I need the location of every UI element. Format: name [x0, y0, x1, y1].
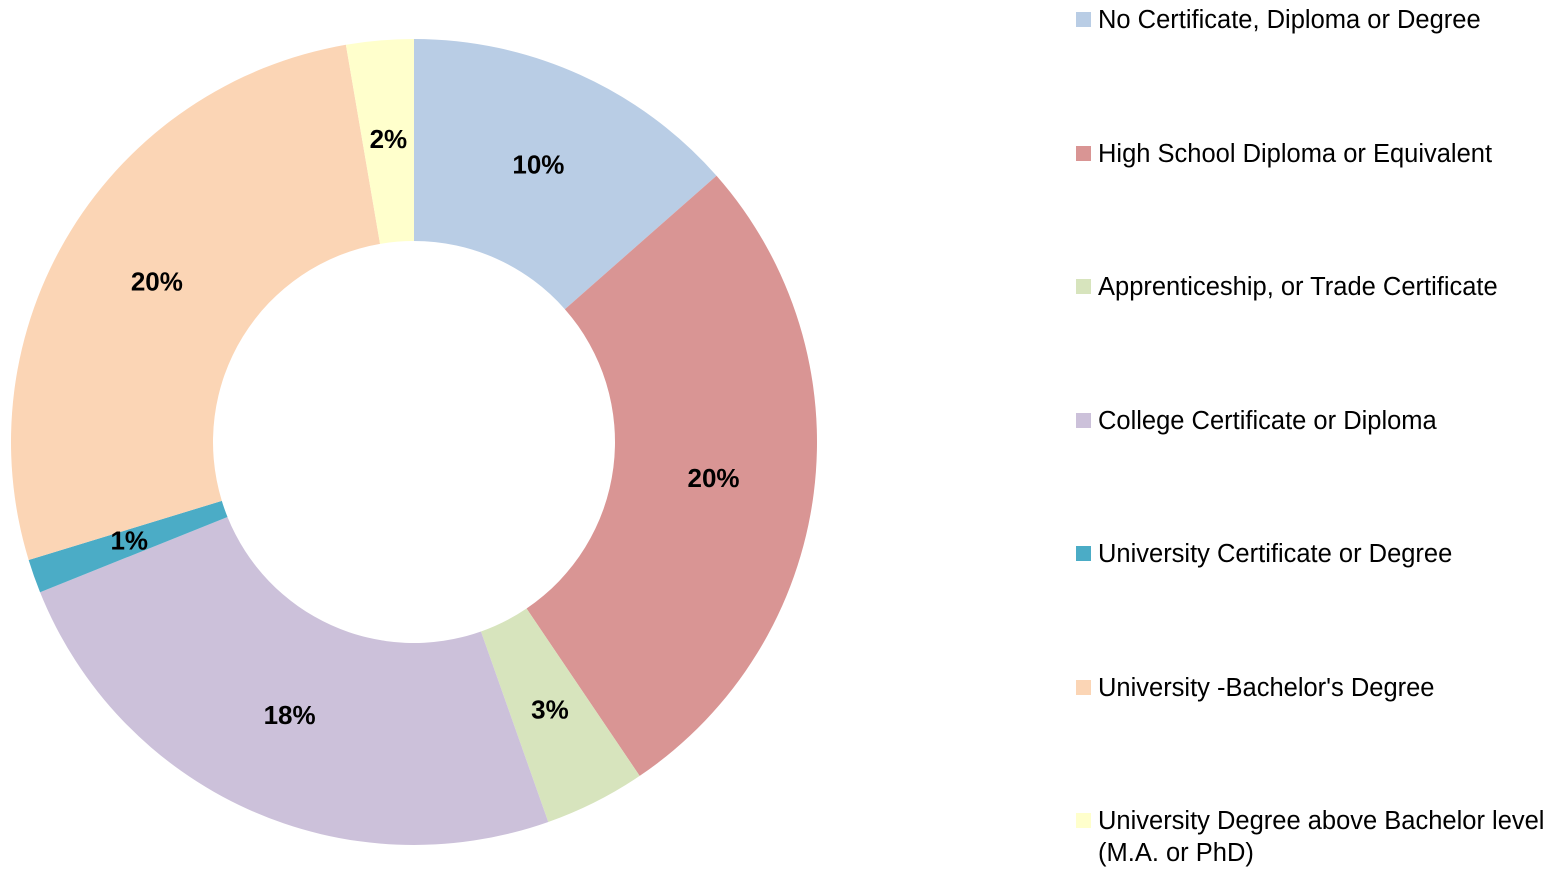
- legend-swatch: [1076, 412, 1091, 428]
- legend-label: University Certificate or Degree: [1098, 540, 1453, 568]
- slice: [526, 175, 818, 776]
- legend-item: College Certificate or Diploma: [1076, 405, 1564, 437]
- slice: [28, 500, 228, 593]
- legend-item: Apprenticeship, or Trade Certificate: [1076, 271, 1564, 303]
- legend-item: University Degree above Bachelor level (…: [1076, 805, 1564, 869]
- legend-label: University -Bachelor's Degree: [1098, 673, 1435, 702]
- legend-label: College Certificate or Diploma: [1098, 406, 1437, 435]
- chart: 10% 20% 3% 18% 1% 20% 2%: [10, 39, 818, 846]
- legend-swatch: [1076, 679, 1091, 695]
- legend-swatch: [1076, 12, 1091, 27]
- slice: [40, 516, 549, 846]
- slice: [480, 608, 640, 822]
- slice: [345, 39, 414, 244]
- legend-label: No Certificate, Diploma or Degree: [1098, 6, 1481, 34]
- data-label: 10%: [512, 150, 564, 180]
- legend-item: University -Bachelor's Degree: [1076, 672, 1564, 704]
- legend-label: High School Diploma or Equivalent: [1098, 139, 1493, 168]
- data-label: 18%: [264, 700, 316, 730]
- legend-swatch: [1076, 145, 1091, 161]
- legend-label: Apprenticeship, or Trade Certificate: [1098, 273, 1498, 301]
- slice: [414, 39, 717, 310]
- legend-swatch: [1076, 279, 1091, 294]
- data-label: 3%: [531, 695, 569, 725]
- legend-label: University Degree above Bachelor level (…: [1098, 807, 1545, 867]
- data-label: 2%: [370, 124, 408, 154]
- legend-swatch: [1076, 813, 1091, 828]
- legend-item: High School Diploma or Equivalent: [1076, 138, 1564, 170]
- data-label: 20%: [688, 463, 740, 493]
- legend-swatch: [1076, 546, 1091, 561]
- legend-item: No Certificate, Diploma or Degree: [1076, 4, 1564, 36]
- legend-item: University Certificate or Degree: [1076, 538, 1564, 570]
- data-label: 1%: [110, 525, 148, 555]
- data-label: 20%: [131, 267, 183, 297]
- slice: [10, 44, 381, 561]
